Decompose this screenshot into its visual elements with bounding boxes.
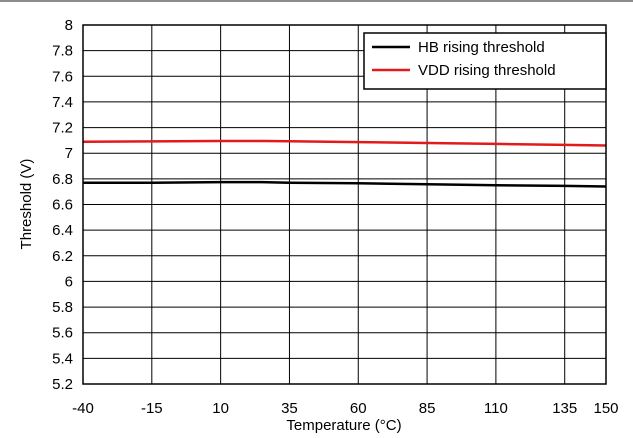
x-tick-label: 85 bbox=[419, 400, 436, 417]
x-tick-label: 150 bbox=[593, 400, 618, 417]
series-line-2 bbox=[82, 139, 607, 147]
legend-label-1: HB rising threshold bbox=[418, 39, 545, 56]
y-tick-label: 5.4 bbox=[52, 350, 73, 367]
y-tick-label: 5.6 bbox=[52, 325, 73, 342]
legend-box bbox=[363, 32, 607, 90]
x-tick-label: -40 bbox=[72, 400, 94, 417]
y-tick-label: 8 bbox=[65, 17, 73, 34]
x-tick-label: 60 bbox=[350, 400, 367, 417]
y-tick-label: 6.4 bbox=[52, 222, 73, 239]
y-tick-label: 6.8 bbox=[52, 171, 73, 188]
series-line-1 bbox=[83, 180, 607, 188]
legend-label-2: VDD rising threshold bbox=[418, 62, 556, 79]
series-lines bbox=[82, 139, 607, 188]
x-tick-label: 110 bbox=[484, 400, 508, 417]
top-rule bbox=[0, 0, 633, 2]
y-tick-label: 7.6 bbox=[52, 68, 73, 85]
y-tick-label: 5.2 bbox=[52, 376, 73, 393]
y-tick-label: 7.4 bbox=[52, 94, 73, 111]
y-tick-labels: 5.2 5.4 5.6 5.8 6 6.2 6.4 6.6 6.8 7 7.2 7.4 7.6 7.8 8 bbox=[52, 17, 73, 393]
y-tick-label: 7.8 bbox=[52, 43, 73, 60]
x-tick-label: 135 bbox=[552, 400, 577, 417]
x-axis-label: Temperature (°C) bbox=[286, 417, 401, 434]
x-tick-labels: -40 -15 10 35 60 85 110 135 150 bbox=[72, 400, 618, 417]
y-axis-label: Threshold (V) bbox=[18, 159, 35, 250]
y-tick-label: 6.2 bbox=[52, 248, 73, 265]
y-tick-label: 6 bbox=[65, 273, 73, 290]
y-tick-label: 5.8 bbox=[52, 299, 73, 316]
x-tick-label: 35 bbox=[281, 400, 298, 417]
y-tick-label: 6.6 bbox=[52, 197, 73, 214]
x-tick-label: 10 bbox=[212, 400, 229, 417]
x-tick-label: -15 bbox=[141, 400, 163, 417]
plot-frame bbox=[82, 24, 607, 385]
y-tick-label: 7.2 bbox=[52, 120, 73, 137]
y-tick-label: 7 bbox=[65, 145, 73, 162]
legend: HB rising threshold VDD rising threshold bbox=[363, 32, 607, 90]
